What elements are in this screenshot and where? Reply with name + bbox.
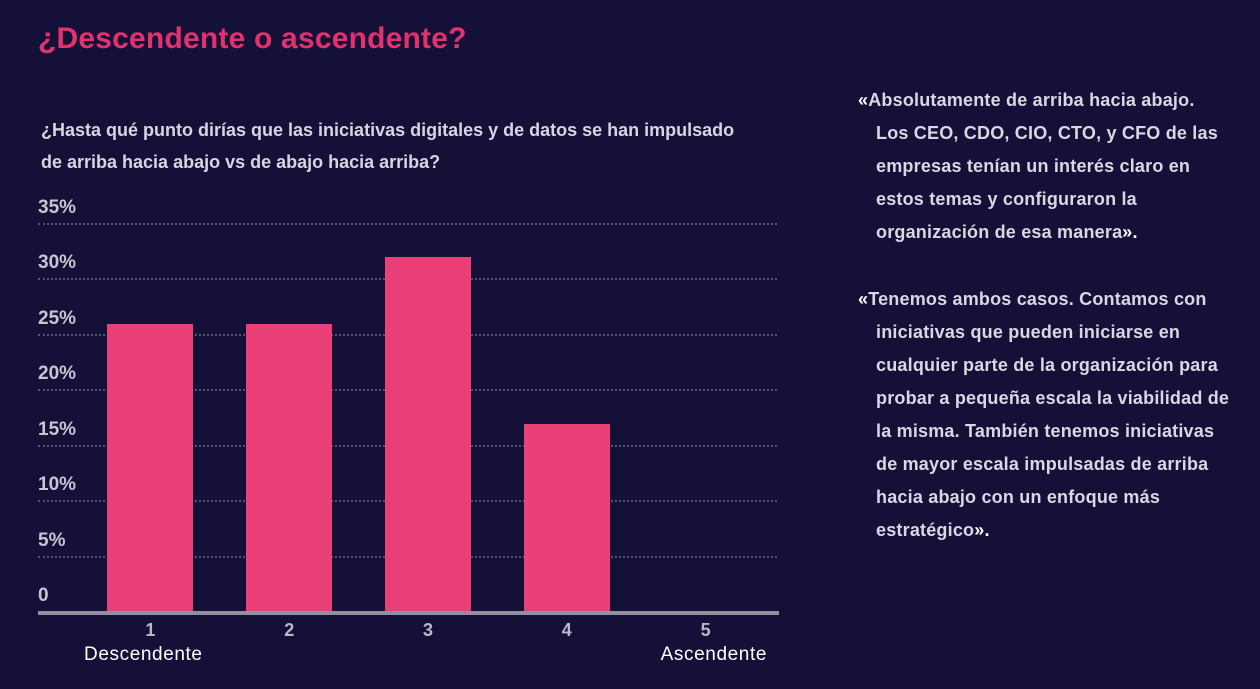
page-title: ¿Descendente o ascendente? [38, 22, 467, 55]
x-axis-tick-label: 3 [422, 620, 433, 640]
quote-block: «Tenemos ambos casos. Contamos con inici… [858, 283, 1232, 547]
x-axis-tick-label: 4 [561, 620, 572, 640]
x-axis-tick-label: 1 [145, 620, 156, 640]
gridline [38, 223, 777, 225]
x-axis-ticks: 1 2 3 4 5 [81, 620, 775, 641]
plot-area: 0 5% 10% 15% 20% 25% 30% 35% [38, 197, 779, 615]
y-axis-tick-label: 15% [38, 418, 77, 440]
y-axis-tick-label: 0 [38, 585, 49, 606]
axis-caption-right: Ascendente [660, 644, 767, 665]
x-axis-tick-label: 2 [284, 620, 295, 640]
x-axis-tick-label: 5 [700, 620, 711, 640]
bar-3 [384, 257, 471, 612]
y-axis-tick-label: 10% [38, 474, 77, 496]
quotes-column: «Absolutamente de arriba hacia abajo. Lo… [858, 84, 1232, 581]
quote-close-mark: ». [974, 520, 990, 540]
bar-band-2 [220, 224, 359, 612]
quote-text: Tenemos ambos casos. Contamos con inicia… [868, 289, 1230, 540]
bars [81, 224, 775, 612]
axis-caption-left: Descendente [84, 644, 203, 665]
quote-close-mark: ». [1122, 222, 1138, 242]
bar-band-1 [81, 224, 220, 612]
bar-band-4 [497, 224, 636, 612]
quote-text: Absolutamente de arriba hacia abajo. Los… [868, 90, 1218, 242]
quote-block: «Absolutamente de arriba hacia abajo. Lo… [858, 84, 1232, 249]
survey-question: ¿Hasta qué punto dirías que las iniciati… [41, 120, 735, 172]
y-axis-tick-label: 30% [38, 252, 77, 274]
quote-open-mark: « [858, 90, 869, 110]
bar-band-3 [359, 224, 498, 612]
y-axis-tick-label: 35% [38, 197, 77, 218]
y-axis-tick-label: 5% [38, 529, 66, 551]
bar-4 [523, 423, 610, 612]
quote-open-mark: « [858, 289, 869, 309]
bar-band-5 [636, 224, 775, 612]
x-axis-line [38, 611, 779, 615]
bar-1 [107, 323, 194, 612]
y-axis-tick-label: 25% [38, 307, 77, 329]
bar-2 [246, 323, 333, 612]
y-axis-tick-label: 20% [38, 363, 77, 385]
